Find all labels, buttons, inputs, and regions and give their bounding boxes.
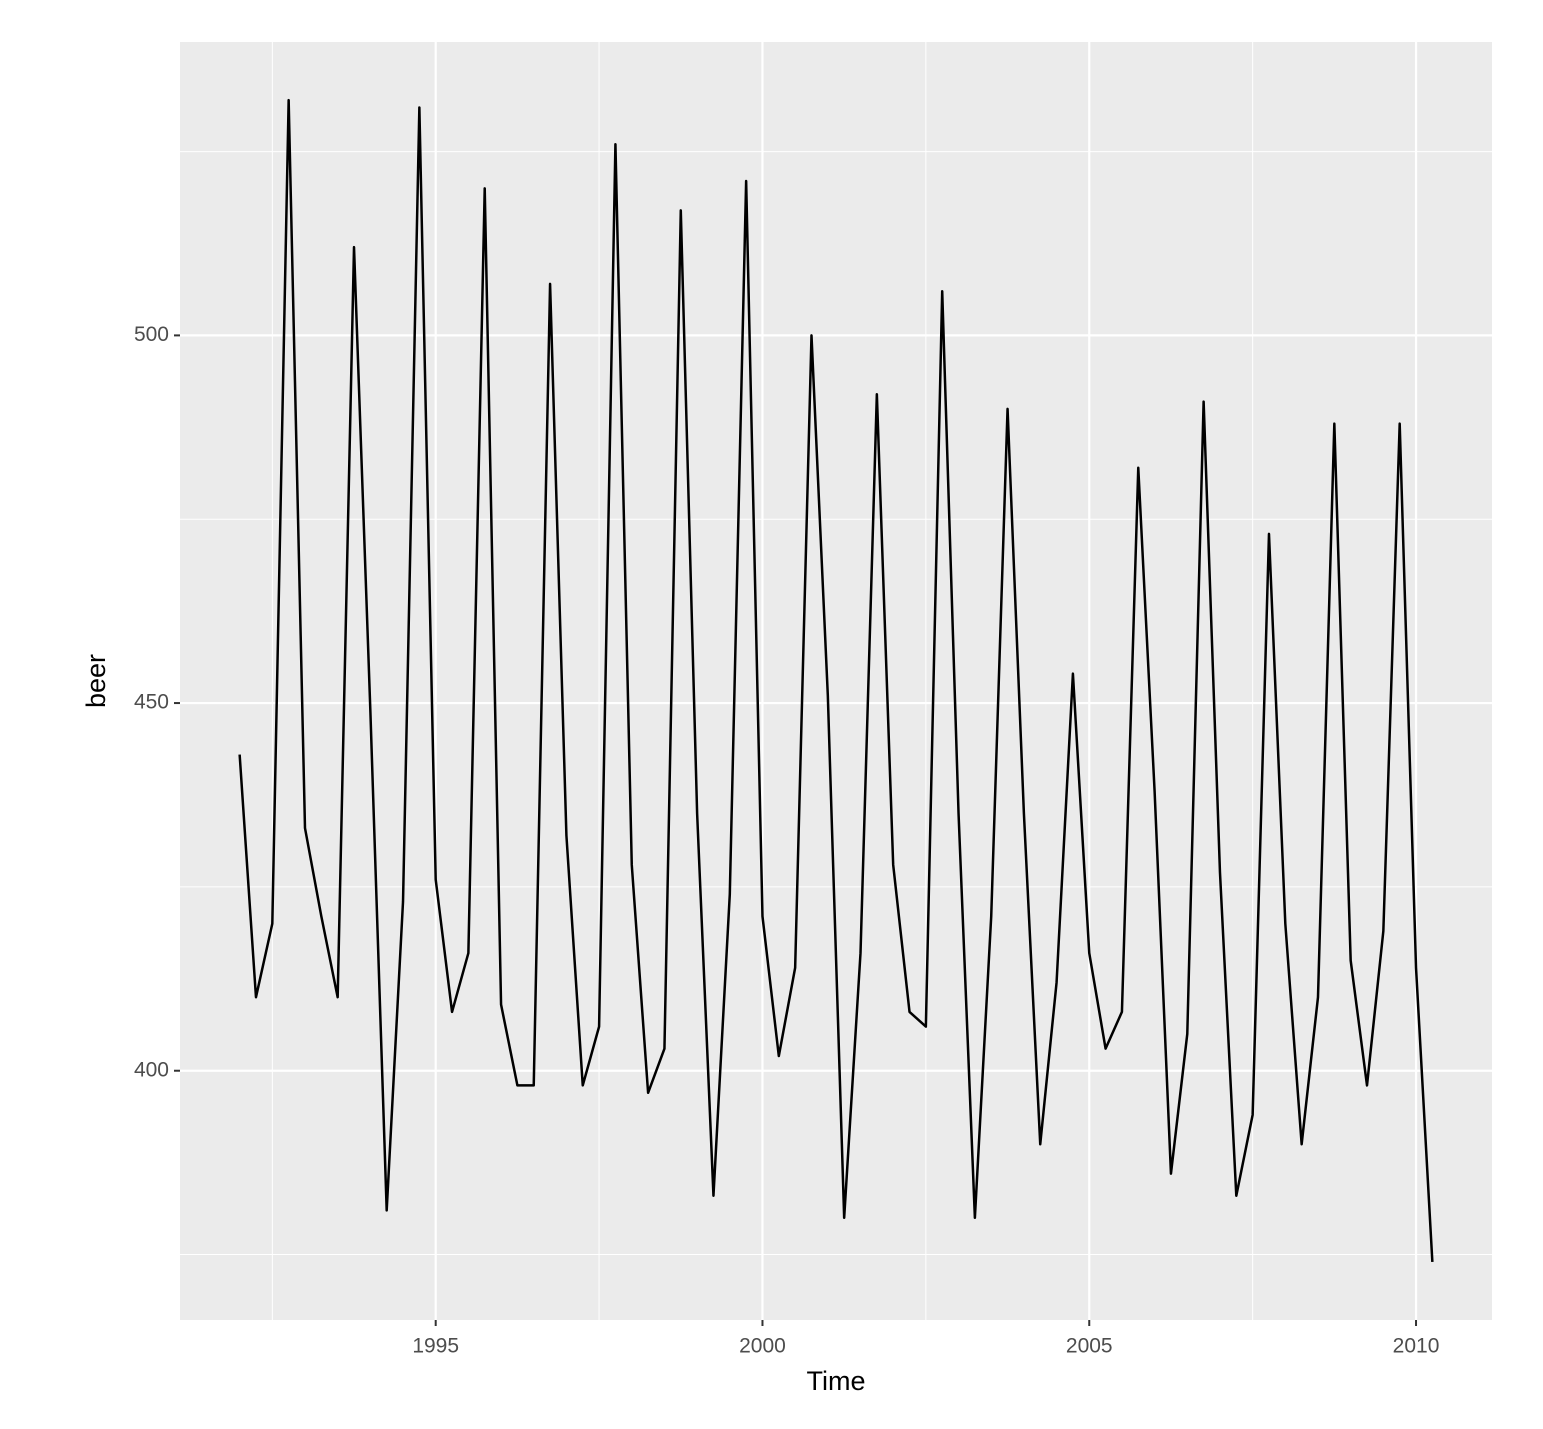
x-tick-label: 2000 xyxy=(739,1335,786,1358)
y-tick-label: 450 xyxy=(134,691,169,714)
x-tick-label: 2010 xyxy=(1393,1335,1440,1358)
plot-panel xyxy=(180,42,1492,1320)
y-tick-label: 400 xyxy=(134,1058,169,1081)
x-axis-title: Time xyxy=(807,1366,866,1396)
y-tick-label: 500 xyxy=(134,323,169,346)
x-tick-label: 2005 xyxy=(1066,1335,1113,1358)
data-line xyxy=(238,98,1434,1262)
x-tick-label: 1995 xyxy=(412,1335,459,1358)
y-axis-title: beer xyxy=(81,654,111,708)
